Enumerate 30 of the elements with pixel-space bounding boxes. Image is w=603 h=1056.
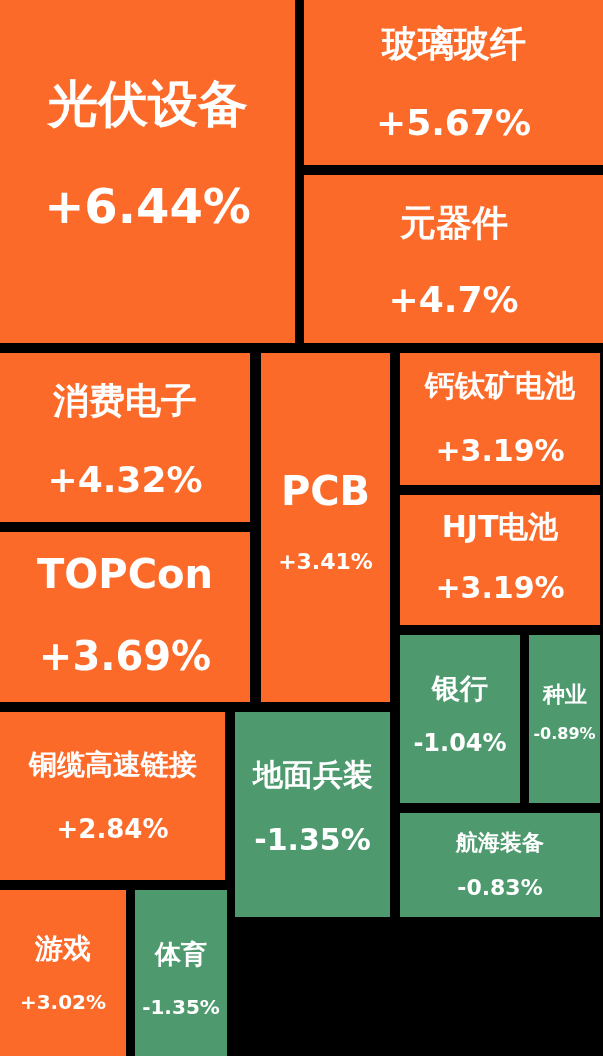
data-label: -0.83% — [457, 874, 543, 900]
data-label: +3.69% — [38, 632, 212, 679]
data-label: -1.04% — [413, 729, 507, 758]
data-label: +3.41% — [278, 549, 373, 575]
data-label: +2.84% — [56, 813, 169, 844]
category-label: 银行 — [431, 672, 488, 706]
data-label: +3.19% — [435, 433, 565, 468]
category-label: 光伏设备 — [45, 75, 248, 134]
category-label: 钙钛矿电池 — [424, 368, 576, 404]
data-label: +4.7% — [388, 279, 519, 320]
data-label: -0.89% — [533, 724, 596, 744]
category-label: 元器件 — [398, 201, 508, 243]
data-label: -1.35% — [142, 994, 220, 1019]
category-label: 种业 — [541, 682, 587, 708]
data-label: +3.19% — [435, 569, 565, 605]
category-label: PCB — [280, 467, 371, 514]
category-label: 铜缆高速链接 — [27, 747, 197, 781]
data-label: -1.35% — [254, 822, 371, 858]
category-label: TOPCon — [37, 551, 213, 598]
category-label: 玻璃玻纤 — [380, 22, 526, 64]
category-label: 体育 — [154, 938, 207, 969]
category-label: 地面兵装 — [250, 756, 373, 792]
data-label: +4.32% — [47, 459, 203, 501]
category-label: 游戏 — [34, 931, 91, 965]
data-label: +6.44% — [44, 178, 251, 235]
data-label: +3.02% — [19, 989, 107, 1014]
category-label: 消费电子 — [52, 380, 197, 422]
category-label: 航海装备 — [455, 830, 544, 856]
data-label: +5.67% — [375, 101, 532, 143]
category-label: HJT电池 — [441, 508, 560, 544]
